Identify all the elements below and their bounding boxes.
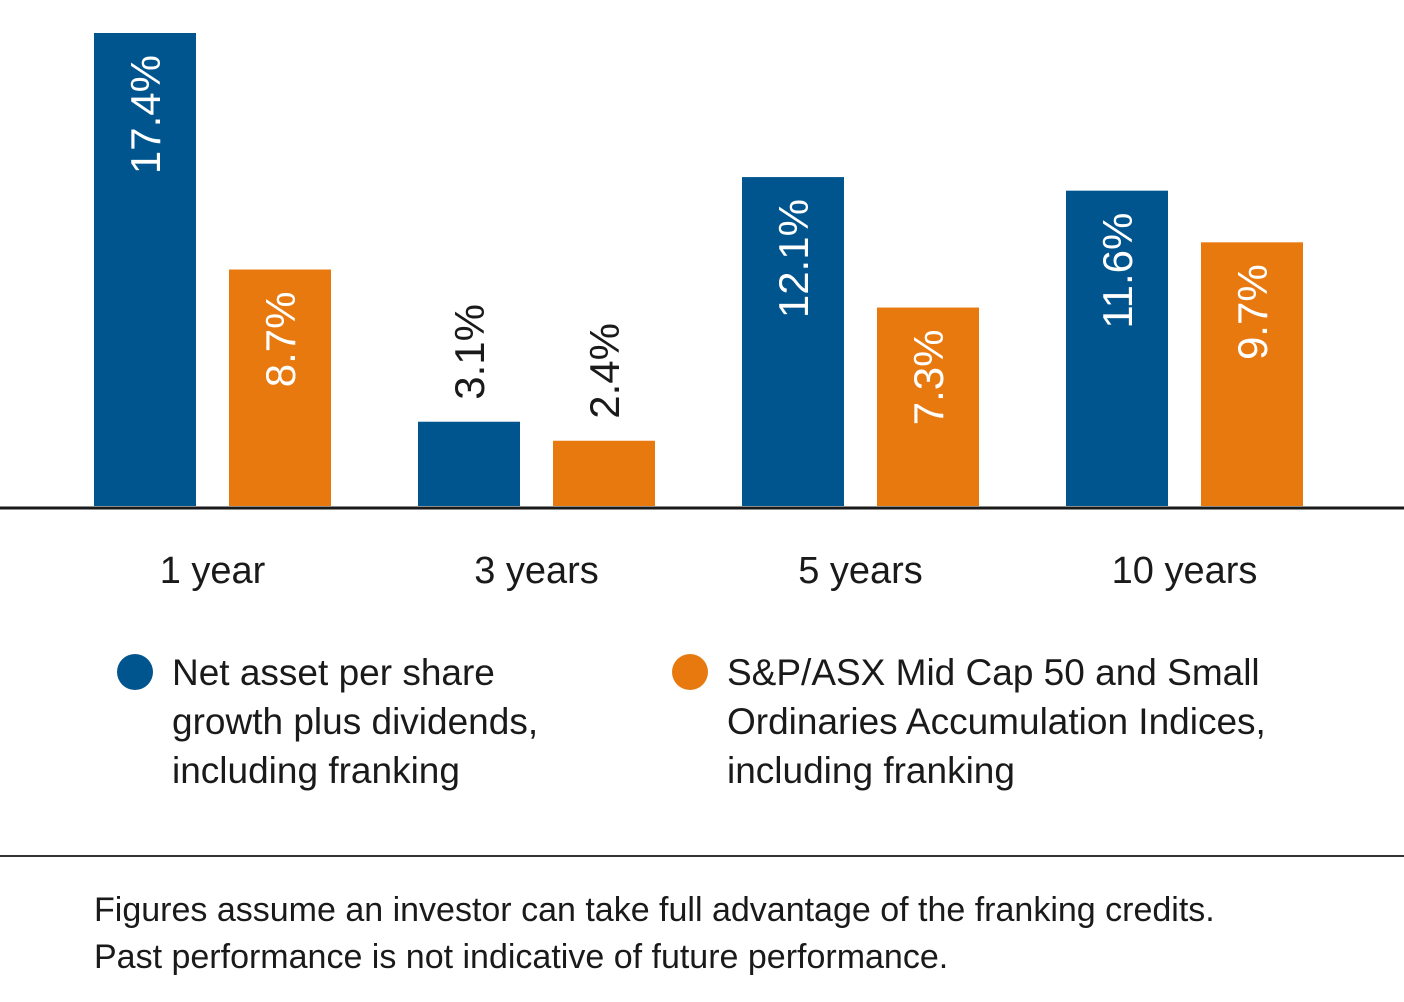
value-label-net-asset-1: 3.1% (446, 304, 493, 400)
x-tick-label-1: 3 years (474, 550, 599, 592)
value-label-net-asset-2: 12.1% (770, 199, 817, 318)
bar-chart: 17.4% 8.7% 3.1% 2.4% 12.1% 7.3% 11.6% 9.7% 1 ye… (0, 33, 1404, 592)
legend-line: S&P/ASX Mid Cap 50 and Small (727, 652, 1260, 693)
bar-index-1 (553, 440, 655, 506)
bar-index-0 (229, 269, 331, 506)
x-tick-label-0: 1 year (160, 550, 266, 592)
bar-index-3 (1201, 242, 1303, 506)
x-tick-label-3: 10 years (1112, 550, 1258, 592)
x-tick-labels-group: 1 year 3 years 5 years 10 years (160, 550, 1258, 592)
x-tick-label-2: 5 years (798, 550, 923, 592)
legend-line: Net asset per share (172, 652, 495, 693)
value-label-index-3: 9.7% (1229, 264, 1276, 360)
divider-line (0, 855, 1404, 857)
legend-swatch-blue (117, 654, 153, 690)
bar-net-asset-2 (742, 177, 844, 506)
legend-line: Ordinaries Accumulation Indices, (727, 701, 1266, 742)
legend-line: growth plus dividends, (172, 701, 539, 742)
bar-index-2 (877, 307, 979, 506)
legend-line: including franking (172, 750, 460, 791)
legend-line: including franking (727, 750, 1015, 791)
value-label-index-2: 7.3% (905, 330, 952, 426)
value-label-index-1: 2.4% (581, 323, 628, 419)
legend-label-net-asset: Net asset per share growth plus dividend… (172, 648, 538, 795)
legend-swatch-orange (672, 654, 708, 690)
bar-net-asset-3 (1066, 190, 1168, 506)
legend-label-index: S&P/ASX Mid Cap 50 and Small Ordinaries … (727, 648, 1266, 795)
value-label-net-asset-3: 11.6% (1094, 213, 1141, 329)
bars-group (94, 33, 1303, 506)
footnote-line-1: Figures assume an investor can take full… (94, 891, 1215, 929)
footnote-line-2: Past performance is not indicative of fu… (94, 938, 949, 976)
value-label-net-asset-0: 17.4% (122, 55, 169, 174)
bar-net-asset-0 (94, 33, 196, 506)
footnote: Figures assume an investor can take full… (94, 887, 1215, 981)
value-labels-group: 17.4% 8.7% 3.1% 2.4% 12.1% 7.3% 11.6% 9.7% (122, 55, 1276, 425)
value-label-index-0: 8.7% (257, 292, 304, 388)
bar-net-asset-1 (418, 421, 520, 506)
